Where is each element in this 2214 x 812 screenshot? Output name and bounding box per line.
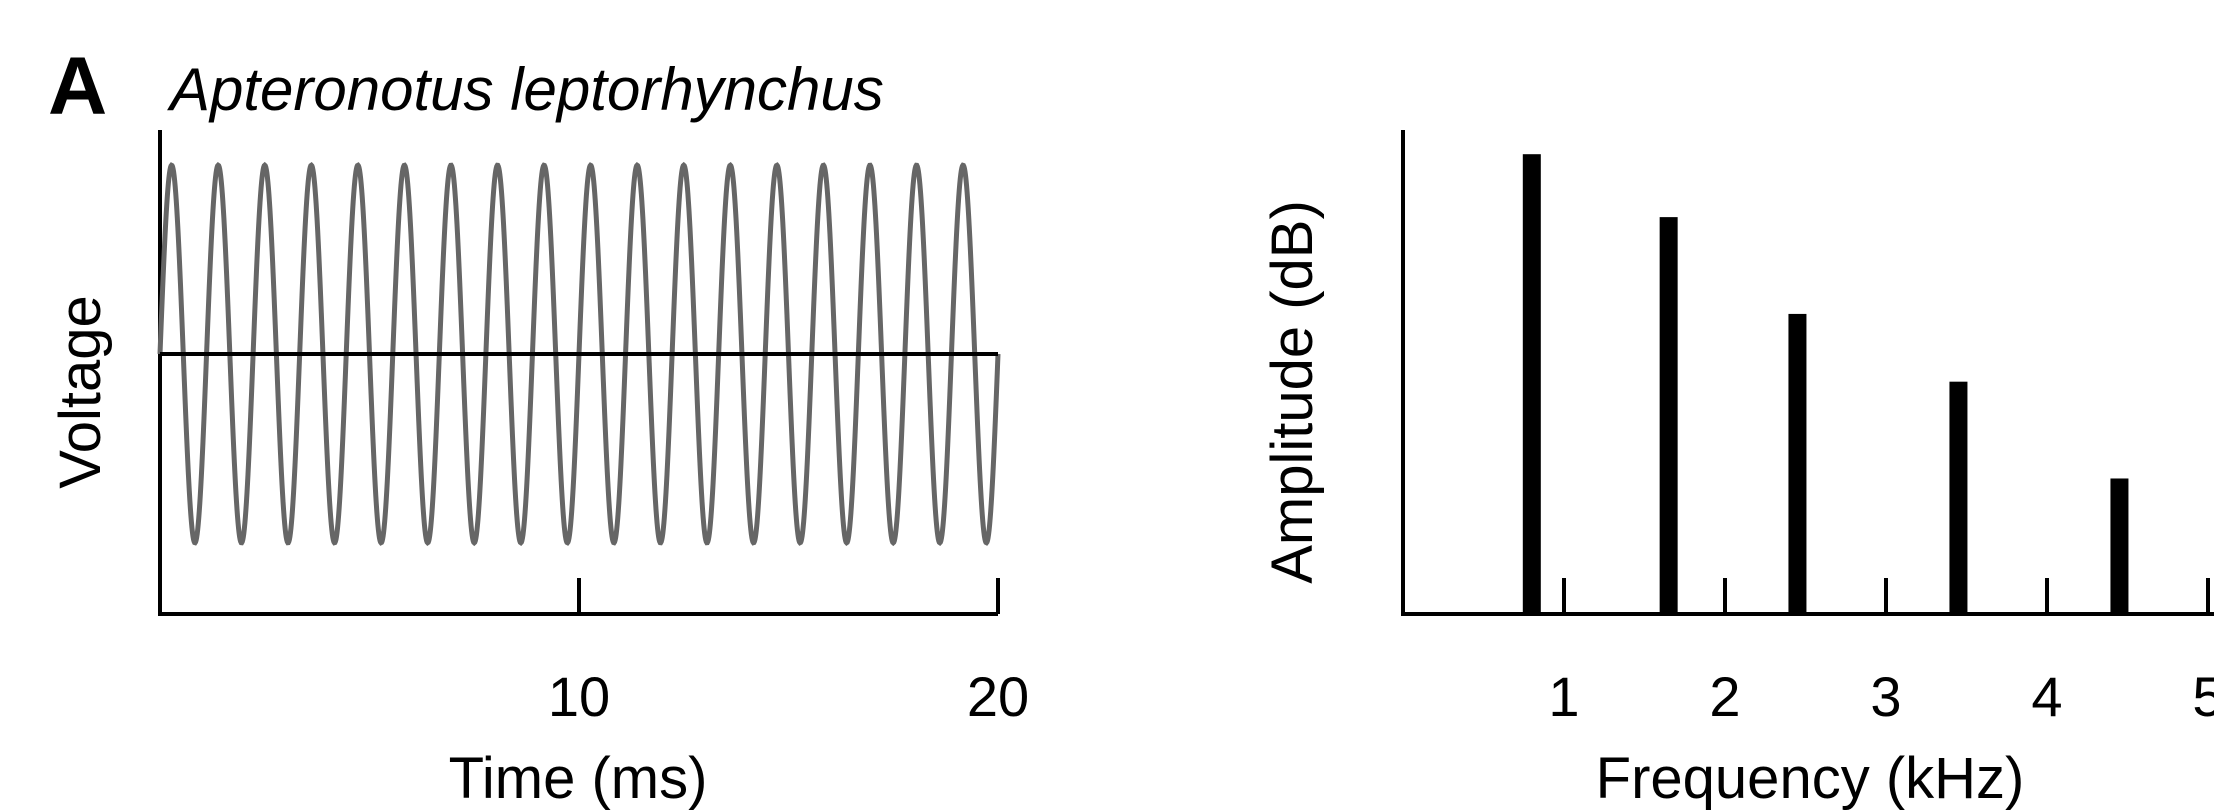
- waveform-x-tick-label: 10: [548, 665, 610, 728]
- spectrum-bar: [1522, 154, 1541, 614]
- spectrum-x-tick-label: 1: [1548, 665, 1579, 728]
- waveform-x-tick-label: 20: [967, 665, 1029, 728]
- spectrum-bar: [1788, 313, 1807, 614]
- spectrum-bar: [1949, 381, 1968, 614]
- waveform-y-axis-label: Voltage: [48, 295, 113, 489]
- spectrum-x-tick-label: 3: [1870, 665, 1901, 728]
- waveform-chart: 10 20 Voltage Time (ms): [48, 130, 1029, 811]
- waveform-x-axis-label: Time (ms): [449, 746, 708, 811]
- spectrum-x-axis-label: Frequency (kHz): [1596, 746, 2025, 811]
- spectrum-x-tick-label: 2: [1709, 665, 1740, 728]
- spectrum-bar: [2110, 478, 2129, 614]
- panel-letter: A: [48, 41, 107, 132]
- spectrum-y-axis-label: Amplitude (dB): [1260, 200, 1325, 584]
- spectrum-bar: [1659, 217, 1678, 614]
- species-title: Apteronotus leptorhynchus: [167, 56, 884, 123]
- spectrum-x-tick-label: 5: [2192, 665, 2214, 728]
- spectrum-chart: 1 2 3 4 5 Amplitude (dB) Frequency (kHz): [1260, 130, 2214, 811]
- spectrum-x-tick-label: 4: [2031, 665, 2062, 728]
